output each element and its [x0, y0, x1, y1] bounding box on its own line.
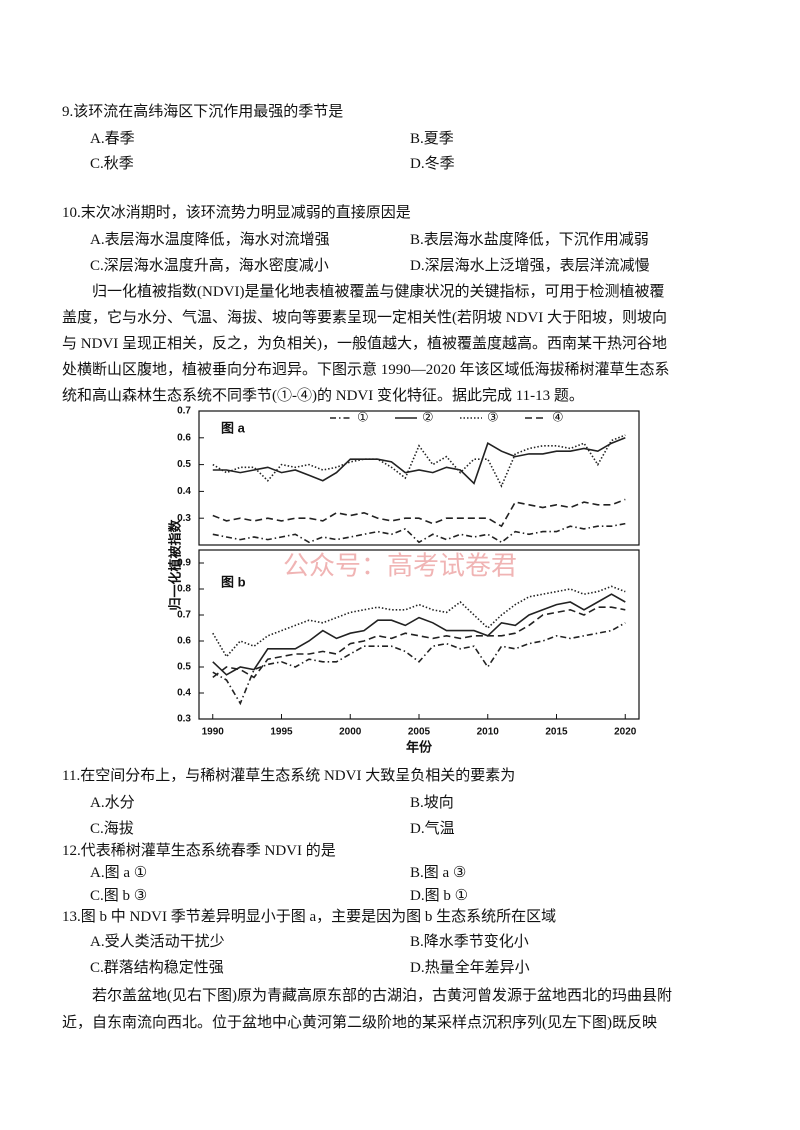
passage-line: 近，自东南流向西北。位于盆地中心黄河第二级阶地的某采样点沉积序列(见左下图)既反… [62, 1015, 657, 1031]
option: B.降水季节变化小 [410, 934, 529, 950]
plot-frame [198, 410, 640, 546]
panel-title: 图 b [221, 574, 246, 589]
y-tick-label: 0.7 [177, 406, 191, 417]
y-tick-label: 0.5 [177, 662, 191, 673]
x-tick-label: 2005 [408, 727, 431, 738]
question-stem: 13.图 b 中 NDVI 季节差异明显小于图 a，主要是因为图 b 生态系统所… [62, 909, 557, 925]
x-tick-label: 2000 [339, 727, 362, 738]
passage-line: 处横断山区腹地，植被垂向分布迥异。下图示意 1990—2020 年该区域低海拔稀… [62, 362, 670, 378]
y-tick-label: 0.4 [177, 688, 191, 699]
watermark: 公众号：高考试卷君 [283, 552, 517, 582]
option: D.热量全年差异小 [410, 960, 530, 976]
option: A.表层海水温度降低，海水对流增强 [90, 232, 330, 248]
option: B.表层海水盐度降低，下沉作用减弱 [410, 232, 649, 248]
series-line [212, 585, 626, 658]
series-line [212, 434, 626, 488]
option: B.坡向 [410, 795, 454, 811]
option: D.图 b ① [410, 888, 469, 904]
passage-line: 盖度，它与水分、气温、海拔、坡向等要素呈现一定相关性(若阴坡 NDVI 大于阳坡… [62, 310, 667, 326]
option: B.夏季 [410, 131, 454, 147]
question-stem: 9.该环流在高纬海区下沉作用最强的季节是 [62, 104, 344, 120]
series-line [212, 622, 626, 706]
option: A.受人类活动干扰少 [90, 934, 225, 950]
y-tick-label: 0.7 [177, 610, 191, 621]
passage-line: 统和高山森林生态系统不同季节(①-④)的 NDVI 变化特征。据此完成 11-1… [62, 388, 584, 404]
option: C.秋季 [90, 156, 134, 172]
legend-label: ① [357, 409, 369, 424]
x-tick-label: 1990 [202, 727, 225, 738]
x-tick-label: 2010 [477, 727, 500, 738]
y-tick-label: 0.3 [177, 714, 191, 725]
y-axis-label: 归一化植被指数 [167, 519, 182, 611]
y-tick-label: 0.4 [177, 486, 191, 497]
x-tick-label: 2020 [614, 727, 637, 738]
x-tick-label: 1995 [270, 727, 293, 738]
option: C.图 b ③ [90, 888, 148, 904]
legend-label: ③ [487, 409, 499, 424]
question-stem: 12.代表稀树灌草生态系统春季 NDVI 的是 [62, 843, 336, 859]
question-stem: 10.末次冰消期时，该环流势力明显减弱的直接原因是 [62, 205, 411, 221]
series-line [212, 593, 626, 676]
panel-title: 图 a [221, 420, 246, 435]
question-stem: 11.在空间分布上，与稀树灌草生态系统 NDVI 大致呈负相关的要素为 [62, 768, 516, 784]
option: C.群落结构稳定性强 [90, 960, 224, 976]
option: D.冬季 [410, 156, 455, 172]
y-tick-label: 0.6 [177, 636, 191, 647]
y-tick-label: 0.5 [177, 459, 191, 470]
passage-line: 若尔盖盆地(见右下图)原为青藏高原东部的古湖泊，古黄河曾发源于盆地西北的玛曲县附 [92, 988, 672, 1004]
y-tick-label: 0.6 [177, 432, 191, 443]
passage-line: 与 NDVI 呈现正相关，反之，为负相关)，一般值越大，植被覆盖度越高。西南某干… [62, 336, 667, 352]
option: A.水分 [90, 795, 135, 811]
option: C.海拔 [90, 821, 134, 837]
y-tick-label: 0.9 [177, 558, 191, 569]
series-line [212, 522, 626, 544]
option: D.深层海水上泛增强，表层洋流减慢 [410, 258, 650, 274]
option: C.深层海水温度升高，海水密度减小 [90, 258, 329, 274]
series-line [212, 437, 626, 485]
series-line [212, 606, 626, 679]
option: B.图 a ③ [410, 865, 467, 881]
option: A.图 a ① [90, 865, 148, 881]
x-tick-label: 2015 [545, 727, 568, 738]
option: A.春季 [90, 131, 135, 147]
legend-label: ④ [552, 409, 564, 424]
y-tick-label: 0.8 [177, 584, 191, 595]
passage-line: 归一化植被指数(NDVI)是量化地表植被覆盖与健康状况的关键指标，可用于检测植被… [92, 284, 665, 300]
option: D.气温 [410, 821, 455, 837]
x-axis-label: 年份 [406, 739, 433, 754]
legend-label: ② [422, 409, 434, 424]
series-line [212, 498, 626, 528]
y-tick-label: 0.3 [177, 513, 191, 524]
